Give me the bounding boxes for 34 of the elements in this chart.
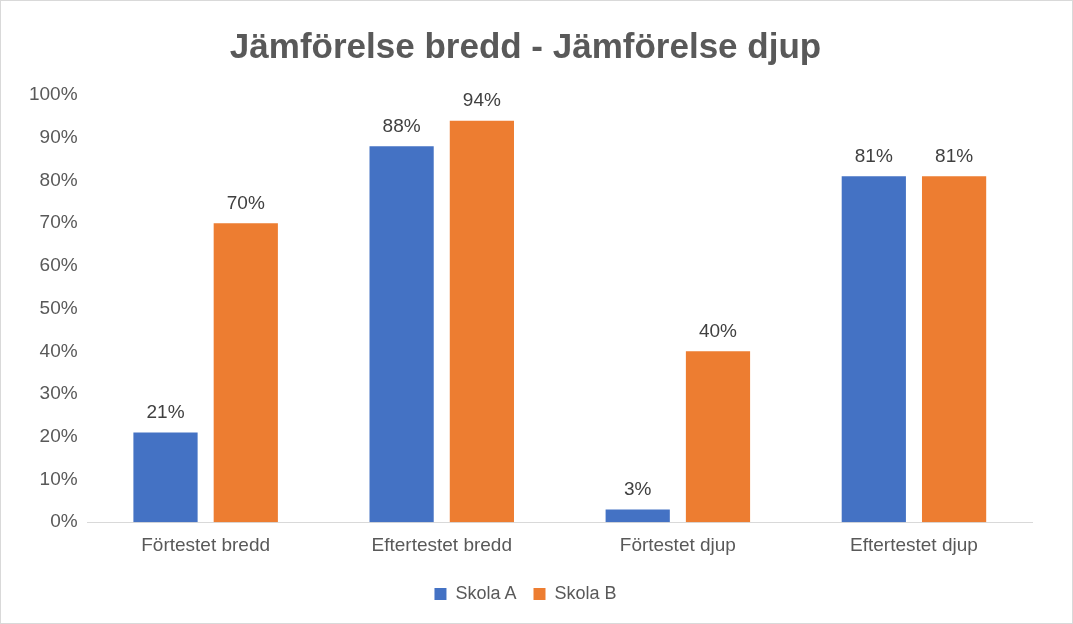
data-label: 21%: [146, 401, 185, 423]
data-label: 3%: [623, 478, 652, 500]
y-tick-label: 70%: [39, 211, 78, 233]
y-tick-label: 50%: [39, 296, 78, 318]
bar: [605, 509, 670, 523]
x-tick-label: Förtestet bredd: [141, 533, 271, 555]
bar: [841, 176, 906, 523]
data-label: 81%: [854, 144, 893, 166]
bar: [921, 176, 987, 523]
data-label: 94%: [462, 89, 501, 111]
legend-label: Skola A: [455, 582, 517, 603]
data-label: 81%: [935, 144, 974, 166]
legend-label: Skola B: [554, 582, 617, 603]
chart-title: Jämförelse bredd - Jämförelse djup: [229, 25, 822, 65]
bar: [685, 351, 751, 523]
y-tick-label: 40%: [39, 339, 78, 361]
y-tick-label: 90%: [39, 125, 78, 147]
data-label: 88%: [382, 115, 421, 136]
data-label: 70%: [226, 191, 265, 213]
bar: [369, 146, 434, 523]
bar: [213, 223, 278, 523]
y-tick-label: 80%: [39, 168, 78, 190]
x-tick-label: Förtestet djup: [619, 533, 736, 555]
y-tick-label: 100%: [28, 83, 78, 105]
bar: [133, 432, 198, 523]
x-tick-label: Eftertestet bredd: [371, 533, 512, 555]
y-tick-label: 10%: [39, 467, 78, 489]
data-label: 40%: [698, 320, 738, 342]
y-tick-label: 30%: [39, 382, 78, 404]
y-tick-label: 60%: [39, 254, 78, 276]
x-tick-label: Eftertestet djup: [850, 533, 978, 555]
y-tick-label: 20%: [39, 424, 78, 446]
y-tick-label: 0%: [50, 510, 78, 532]
bar: [449, 120, 514, 523]
